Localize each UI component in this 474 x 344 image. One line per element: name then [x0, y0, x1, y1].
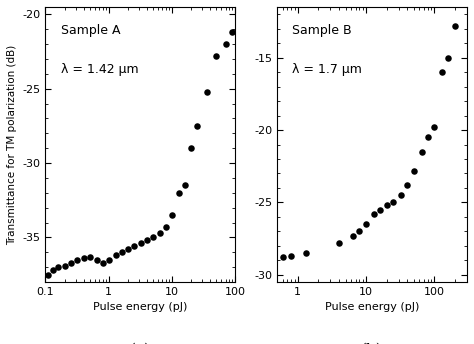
Point	[228, 30, 236, 35]
Point	[61, 263, 68, 268]
Point	[137, 241, 145, 246]
Point	[143, 238, 151, 243]
Point	[362, 222, 370, 227]
Point	[149, 235, 157, 240]
Point	[187, 146, 195, 151]
Point	[418, 149, 426, 154]
Point	[86, 254, 93, 260]
Point	[49, 267, 56, 273]
Point	[80, 256, 87, 261]
Point	[193, 123, 201, 129]
Point	[181, 183, 189, 188]
Point	[203, 89, 210, 95]
Text: λ = 1.42 μm: λ = 1.42 μm	[61, 63, 138, 76]
X-axis label: Pulse energy (pJ): Pulse energy (pJ)	[93, 302, 188, 312]
Text: (b): (b)	[361, 343, 383, 344]
Text: Sample A: Sample A	[61, 24, 120, 37]
Text: (a): (a)	[130, 343, 151, 344]
Point	[287, 253, 295, 259]
Point	[130, 244, 138, 249]
Point	[168, 212, 176, 218]
Text: λ = 1.7 μm: λ = 1.7 μm	[292, 63, 362, 76]
Point	[279, 255, 286, 260]
Point	[73, 257, 81, 262]
Point	[175, 190, 183, 196]
Point	[370, 211, 378, 217]
Point	[356, 229, 363, 234]
Point	[403, 182, 411, 188]
Point	[451, 23, 459, 29]
Point	[105, 257, 112, 262]
Point	[162, 224, 170, 230]
Point	[390, 200, 397, 205]
Point	[124, 247, 132, 252]
Point	[431, 125, 438, 130]
Point	[397, 192, 404, 198]
Point	[222, 41, 229, 47]
Point	[302, 250, 310, 256]
Point	[93, 257, 101, 262]
Point	[212, 53, 220, 59]
Point	[44, 272, 52, 277]
Point	[438, 69, 446, 75]
Point	[112, 252, 120, 258]
Text: Sample B: Sample B	[292, 24, 352, 37]
Point	[349, 233, 357, 238]
Point	[410, 168, 418, 173]
Point	[67, 260, 74, 266]
Point	[156, 230, 164, 236]
Point	[55, 265, 62, 270]
Point	[383, 203, 391, 208]
Point	[424, 135, 432, 140]
Point	[445, 55, 452, 61]
Y-axis label: Transmittance for TM polarization (dB): Transmittance for TM polarization (dB)	[7, 44, 17, 245]
Point	[99, 260, 107, 266]
X-axis label: Pulse energy (pJ): Pulse energy (pJ)	[325, 302, 419, 312]
Point	[118, 250, 126, 255]
Point	[376, 207, 384, 213]
Point	[335, 240, 343, 246]
